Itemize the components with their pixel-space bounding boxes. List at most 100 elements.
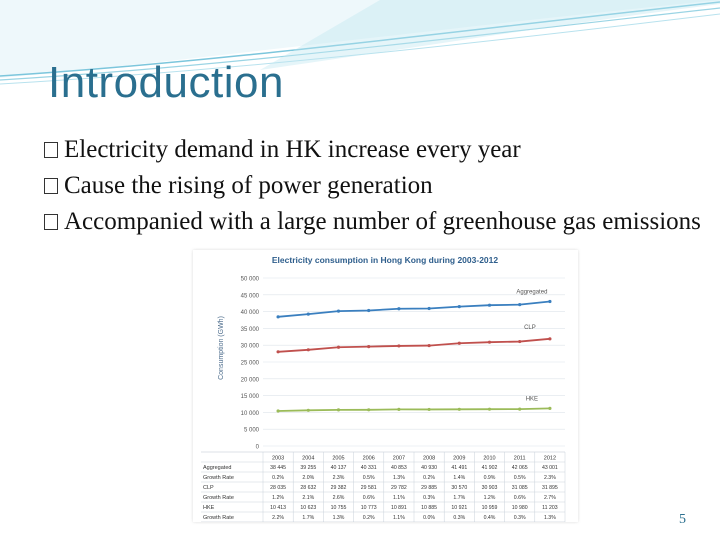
series-line-clp — [278, 337, 550, 353]
series-label: Aggregated — [516, 290, 547, 296]
series-label: HKE — [526, 396, 538, 402]
data-point — [487, 340, 492, 344]
chart-title: Electricity consumption in Hong Kong dur… — [272, 255, 499, 265]
table-cell: 29 782 — [391, 485, 407, 491]
data-point — [276, 350, 280, 354]
table-cell: 0.6% — [514, 495, 526, 501]
table-cell: 1.1% — [393, 495, 405, 501]
table-cell: 38 445 — [270, 465, 286, 471]
table-cell: 41 491 — [451, 465, 467, 471]
header-decoration — [0, 0, 720, 85]
bullet-marker-icon — [44, 214, 58, 230]
table-cell: 0.5% — [363, 475, 375, 481]
table-cell: 2.2% — [272, 515, 284, 521]
table-cell: 29 581 — [361, 485, 377, 491]
x-category-label: 2009 — [453, 456, 465, 462]
table-cell: 42 065 — [512, 465, 528, 471]
bullet-marker-icon — [44, 178, 58, 194]
table-cell: 0.2% — [423, 475, 435, 481]
x-category-label: 2011 — [514, 456, 526, 462]
table-cell: 10 773 — [361, 505, 377, 511]
table-cell: 39 255 — [300, 465, 316, 471]
data-point — [306, 408, 310, 412]
table-cell: 28 035 — [270, 485, 286, 491]
y-tick-label: 45 000 — [241, 293, 260, 299]
table-cell: 40 137 — [331, 465, 347, 471]
bullet-marker-icon — [44, 142, 58, 158]
table-cell: 31 085 — [512, 485, 528, 491]
table-cell: 40 930 — [421, 465, 437, 471]
x-category-label: 2007 — [393, 456, 405, 462]
series-line-aggregated — [278, 300, 550, 318]
bullet-item: Electricity demand in HK increase every … — [44, 132, 704, 168]
data-point — [367, 308, 371, 313]
y-tick-label: 10 000 — [241, 411, 260, 417]
x-category-label: 2012 — [544, 456, 556, 462]
table-cell: 0.9% — [484, 475, 496, 481]
bullet-list: Electricity demand in HK increase every … — [44, 132, 704, 240]
table-row-label: Growth Rate — [203, 475, 234, 481]
table-cell: 0.5% — [514, 475, 526, 481]
table-cell: 1.3% — [544, 515, 556, 521]
data-point — [276, 315, 280, 319]
table-cell: 1.3% — [333, 515, 345, 521]
table-cell: 0.2% — [272, 475, 284, 481]
x-category-label: 2005 — [332, 456, 344, 462]
data-point — [397, 307, 401, 311]
data-point — [367, 345, 371, 349]
data-point — [487, 407, 492, 411]
y-tick-label: 40 000 — [241, 310, 260, 316]
table-cell: 1.2% — [484, 495, 496, 501]
y-tick-label: 5 000 — [244, 428, 260, 434]
data-point — [276, 409, 280, 413]
data-point — [518, 339, 522, 344]
bullet-text: Electricity demand in HK increase every … — [64, 136, 521, 163]
data-point — [336, 345, 341, 349]
series-label: CLP — [524, 325, 536, 331]
table-cell: 1.1% — [393, 515, 405, 521]
table-cell: 2.3% — [544, 475, 556, 481]
series-line-hke — [278, 407, 550, 412]
table-row-label: Aggregated — [203, 465, 231, 471]
y-tick-label: 0 — [256, 445, 260, 451]
y-axis-label: Consumption (GWh) — [218, 316, 225, 380]
consumption-chart: Electricity consumption in Hong Kong dur… — [193, 250, 578, 523]
data-point — [427, 407, 431, 412]
data-point — [457, 304, 461, 309]
data-point — [306, 312, 310, 316]
data-point — [457, 407, 461, 411]
table-cell: 10 885 — [421, 505, 437, 511]
y-tick-label: 50 000 — [241, 277, 260, 283]
table-cell: 0.0% — [423, 515, 435, 521]
table-cell: 2.3% — [333, 475, 345, 481]
data-point — [397, 344, 401, 348]
table-cell: 10 980 — [512, 505, 528, 511]
y-tick-label: 25 000 — [241, 361, 260, 367]
table-cell: 10 891 — [391, 505, 407, 511]
table-cell: 10 959 — [482, 505, 498, 511]
table-cell: 10 623 — [300, 505, 316, 511]
y-tick-label: 15 000 — [241, 394, 260, 400]
table-row-label: HKE — [203, 505, 215, 511]
y-tick-label: 20 000 — [241, 377, 260, 383]
chart-svg: Electricity consumption in Hong Kong dur… — [201, 255, 566, 523]
bullet-item: Cause the rising of power generation — [44, 168, 704, 204]
table-cell: 10 413 — [270, 505, 286, 511]
table-cell: 0.3% — [423, 495, 435, 501]
data-point — [518, 303, 522, 307]
bullet-item: Accompanied with a large number of green… — [44, 204, 704, 240]
table-cell: 0.4% — [484, 515, 496, 521]
table-cell: 0.2% — [363, 515, 375, 521]
table-cell: 1.3% — [393, 475, 405, 481]
table-cell: 0.6% — [363, 495, 375, 501]
table-cell: 1.2% — [272, 495, 284, 501]
bullet-text: Accompanied with a large number of green… — [64, 208, 701, 235]
table-row-label: Growth Rate — [203, 495, 234, 501]
x-category-label: 2006 — [363, 456, 375, 462]
y-tick-label: 30 000 — [241, 344, 260, 350]
data-point — [548, 299, 552, 304]
table-cell: 2.7% — [544, 495, 556, 501]
data-point — [336, 309, 341, 313]
table-cell: 2.1% — [302, 495, 314, 501]
table-cell: 2.6% — [333, 495, 345, 501]
